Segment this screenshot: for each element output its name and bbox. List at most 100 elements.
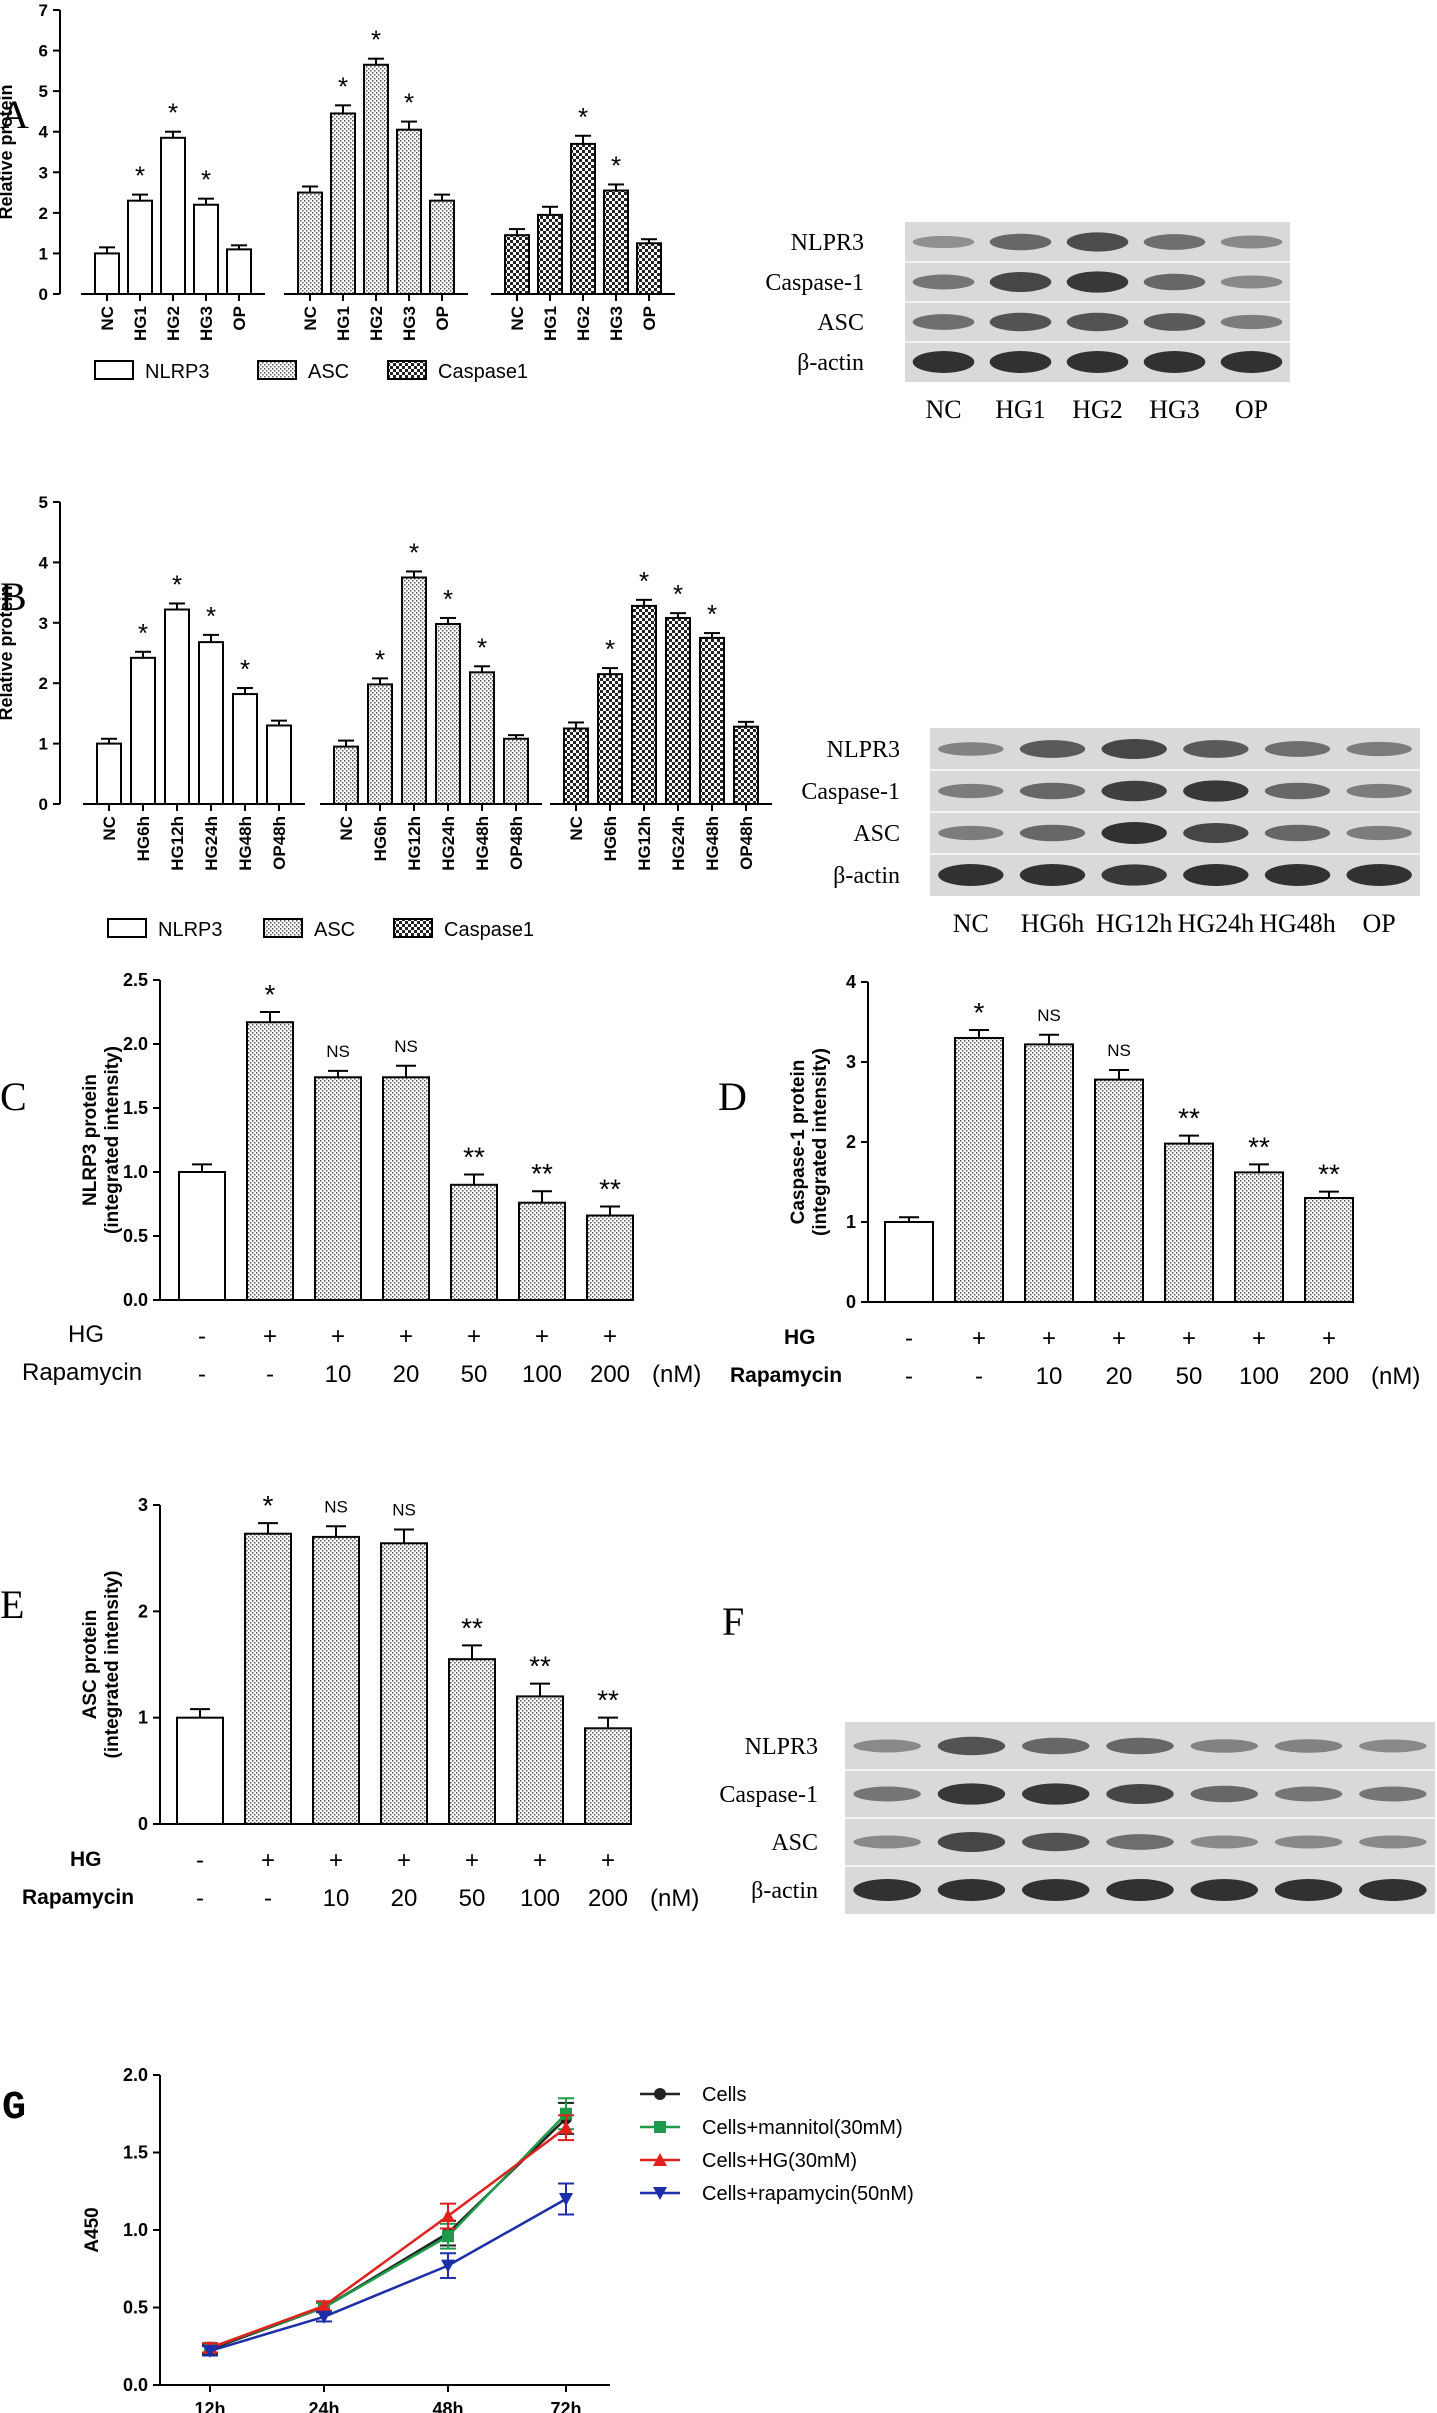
blot-band	[1220, 314, 1283, 330]
rapamycin-value: -	[266, 1361, 274, 1388]
blot-band	[1274, 1786, 1343, 1802]
bar	[178, 1171, 226, 1301]
y-tick-label: 5	[39, 82, 48, 101]
hg-value: +	[397, 1847, 411, 1874]
x-tick-label: NC	[567, 816, 586, 841]
y-tick-label: 0	[138, 1814, 148, 1834]
blot-lane-label: HG12h	[1096, 909, 1173, 938]
y-tick-label: 2	[138, 1601, 148, 1621]
x-tick-label: HG6h	[371, 816, 390, 861]
blot-row-label: Caspase-1	[719, 1782, 818, 1808]
blot-band	[853, 1835, 921, 1849]
blot-band	[1143, 273, 1206, 291]
blot-band	[989, 351, 1052, 373]
x-tick-label: NC	[508, 306, 527, 331]
hg-value: +	[465, 1847, 479, 1874]
blot-band	[853, 1739, 921, 1753]
significance-mark: *	[974, 997, 985, 1028]
rapamycin-value: -	[905, 1363, 913, 1390]
blot-band	[1021, 1879, 1090, 1901]
hg-value: +	[399, 1323, 413, 1350]
bar	[401, 576, 427, 805]
legend-swatch	[257, 360, 297, 380]
blot-band	[989, 312, 1052, 332]
x-tick-label: OP	[230, 306, 249, 331]
hg-value: +	[331, 1323, 345, 1350]
blot-band	[1346, 864, 1412, 886]
x-tick-label: OP48h	[507, 816, 526, 870]
legend-label: Cells+HG(30mM)	[702, 2150, 857, 2172]
unit-label: (nM)	[650, 1885, 699, 1912]
significance-mark: *	[409, 537, 419, 567]
bar	[363, 63, 389, 296]
significance-mark: NS	[392, 1500, 416, 1519]
series-line	[209, 2197, 567, 2353]
y-tick-label: 2	[39, 204, 48, 223]
blot-band	[1066, 312, 1129, 332]
bar	[1164, 1142, 1214, 1303]
x-tick-label: NC	[337, 816, 356, 841]
bar	[435, 623, 461, 805]
bar	[1024, 1043, 1074, 1304]
hg-value: +	[533, 1847, 547, 1874]
significance-mark: *	[371, 25, 381, 55]
significance-mark: *	[201, 165, 211, 195]
significance-mark: *	[263, 1490, 274, 1521]
data-point	[441, 2259, 455, 2273]
legend-label: NLRP3	[158, 919, 222, 941]
bar	[586, 1214, 634, 1302]
bar	[380, 1542, 428, 1826]
hg-label: HG	[70, 1848, 102, 1871]
bar	[1094, 1078, 1144, 1303]
rapamycin-label: Rapamycin	[22, 1359, 142, 1386]
blot-band	[1019, 824, 1086, 842]
significance-mark: NS	[1107, 1041, 1131, 1060]
panel-letter-g: G	[2, 2086, 26, 2131]
hg-value: +	[1112, 1325, 1126, 1352]
significance-mark: *	[206, 601, 216, 631]
unit-label: (nM)	[652, 1361, 701, 1388]
x-tick-label: HG1	[334, 306, 353, 341]
rapamycin-value: 50	[459, 1885, 486, 1912]
x-tick-label: HG3	[197, 306, 216, 341]
blot-band	[938, 825, 1004, 841]
blot-band	[1264, 864, 1331, 886]
bar	[232, 693, 258, 806]
western-blot-a: NLPR3 Caspase-1 ASC β-actin NC HG1 HG2 HG3 OP	[765, 222, 1290, 424]
blot-band	[1106, 1834, 1174, 1850]
unit-label: (nM)	[1371, 1363, 1420, 1390]
x-tick-label: 48h	[432, 2399, 463, 2413]
bar	[537, 213, 563, 295]
blot-band	[1101, 864, 1167, 886]
significance-mark: *	[168, 98, 178, 128]
y-tick-label: 0.5	[123, 2298, 148, 2318]
significance-mark: **	[599, 1174, 621, 1205]
rapamycin-label: Rapamycin	[730, 1364, 842, 1387]
blot-band	[1346, 741, 1412, 757]
x-tick-label: OP	[433, 306, 452, 331]
x-tick-label: HG48h	[703, 816, 722, 871]
bar	[198, 641, 224, 805]
y-tick-label: 3	[846, 1052, 856, 1072]
bar	[518, 1201, 566, 1301]
y-tick-label: 0.5	[123, 1226, 148, 1246]
x-tick-label: OP	[640, 306, 659, 331]
hg-value: +	[263, 1323, 277, 1350]
blot-band	[1143, 234, 1206, 250]
blot-band	[1183, 823, 1249, 843]
bar	[1234, 1171, 1284, 1304]
blot-lane-label: OP	[1363, 909, 1396, 938]
y-tick-label: 5	[39, 493, 48, 512]
x-tick-label: 24h	[308, 2399, 339, 2413]
bar	[733, 725, 759, 805]
bar	[396, 128, 422, 295]
blot-band	[938, 742, 1004, 756]
bar	[504, 234, 530, 296]
legend-label: Cells+mannitol(30mM)	[702, 2117, 903, 2139]
hg-value: +	[1252, 1325, 1266, 1352]
rapamycin-value: 200	[1309, 1363, 1349, 1390]
y-tick-label: 6	[39, 42, 48, 61]
blot-band	[1021, 1737, 1090, 1755]
bar	[130, 656, 156, 805]
blot-band	[937, 1832, 1006, 1852]
